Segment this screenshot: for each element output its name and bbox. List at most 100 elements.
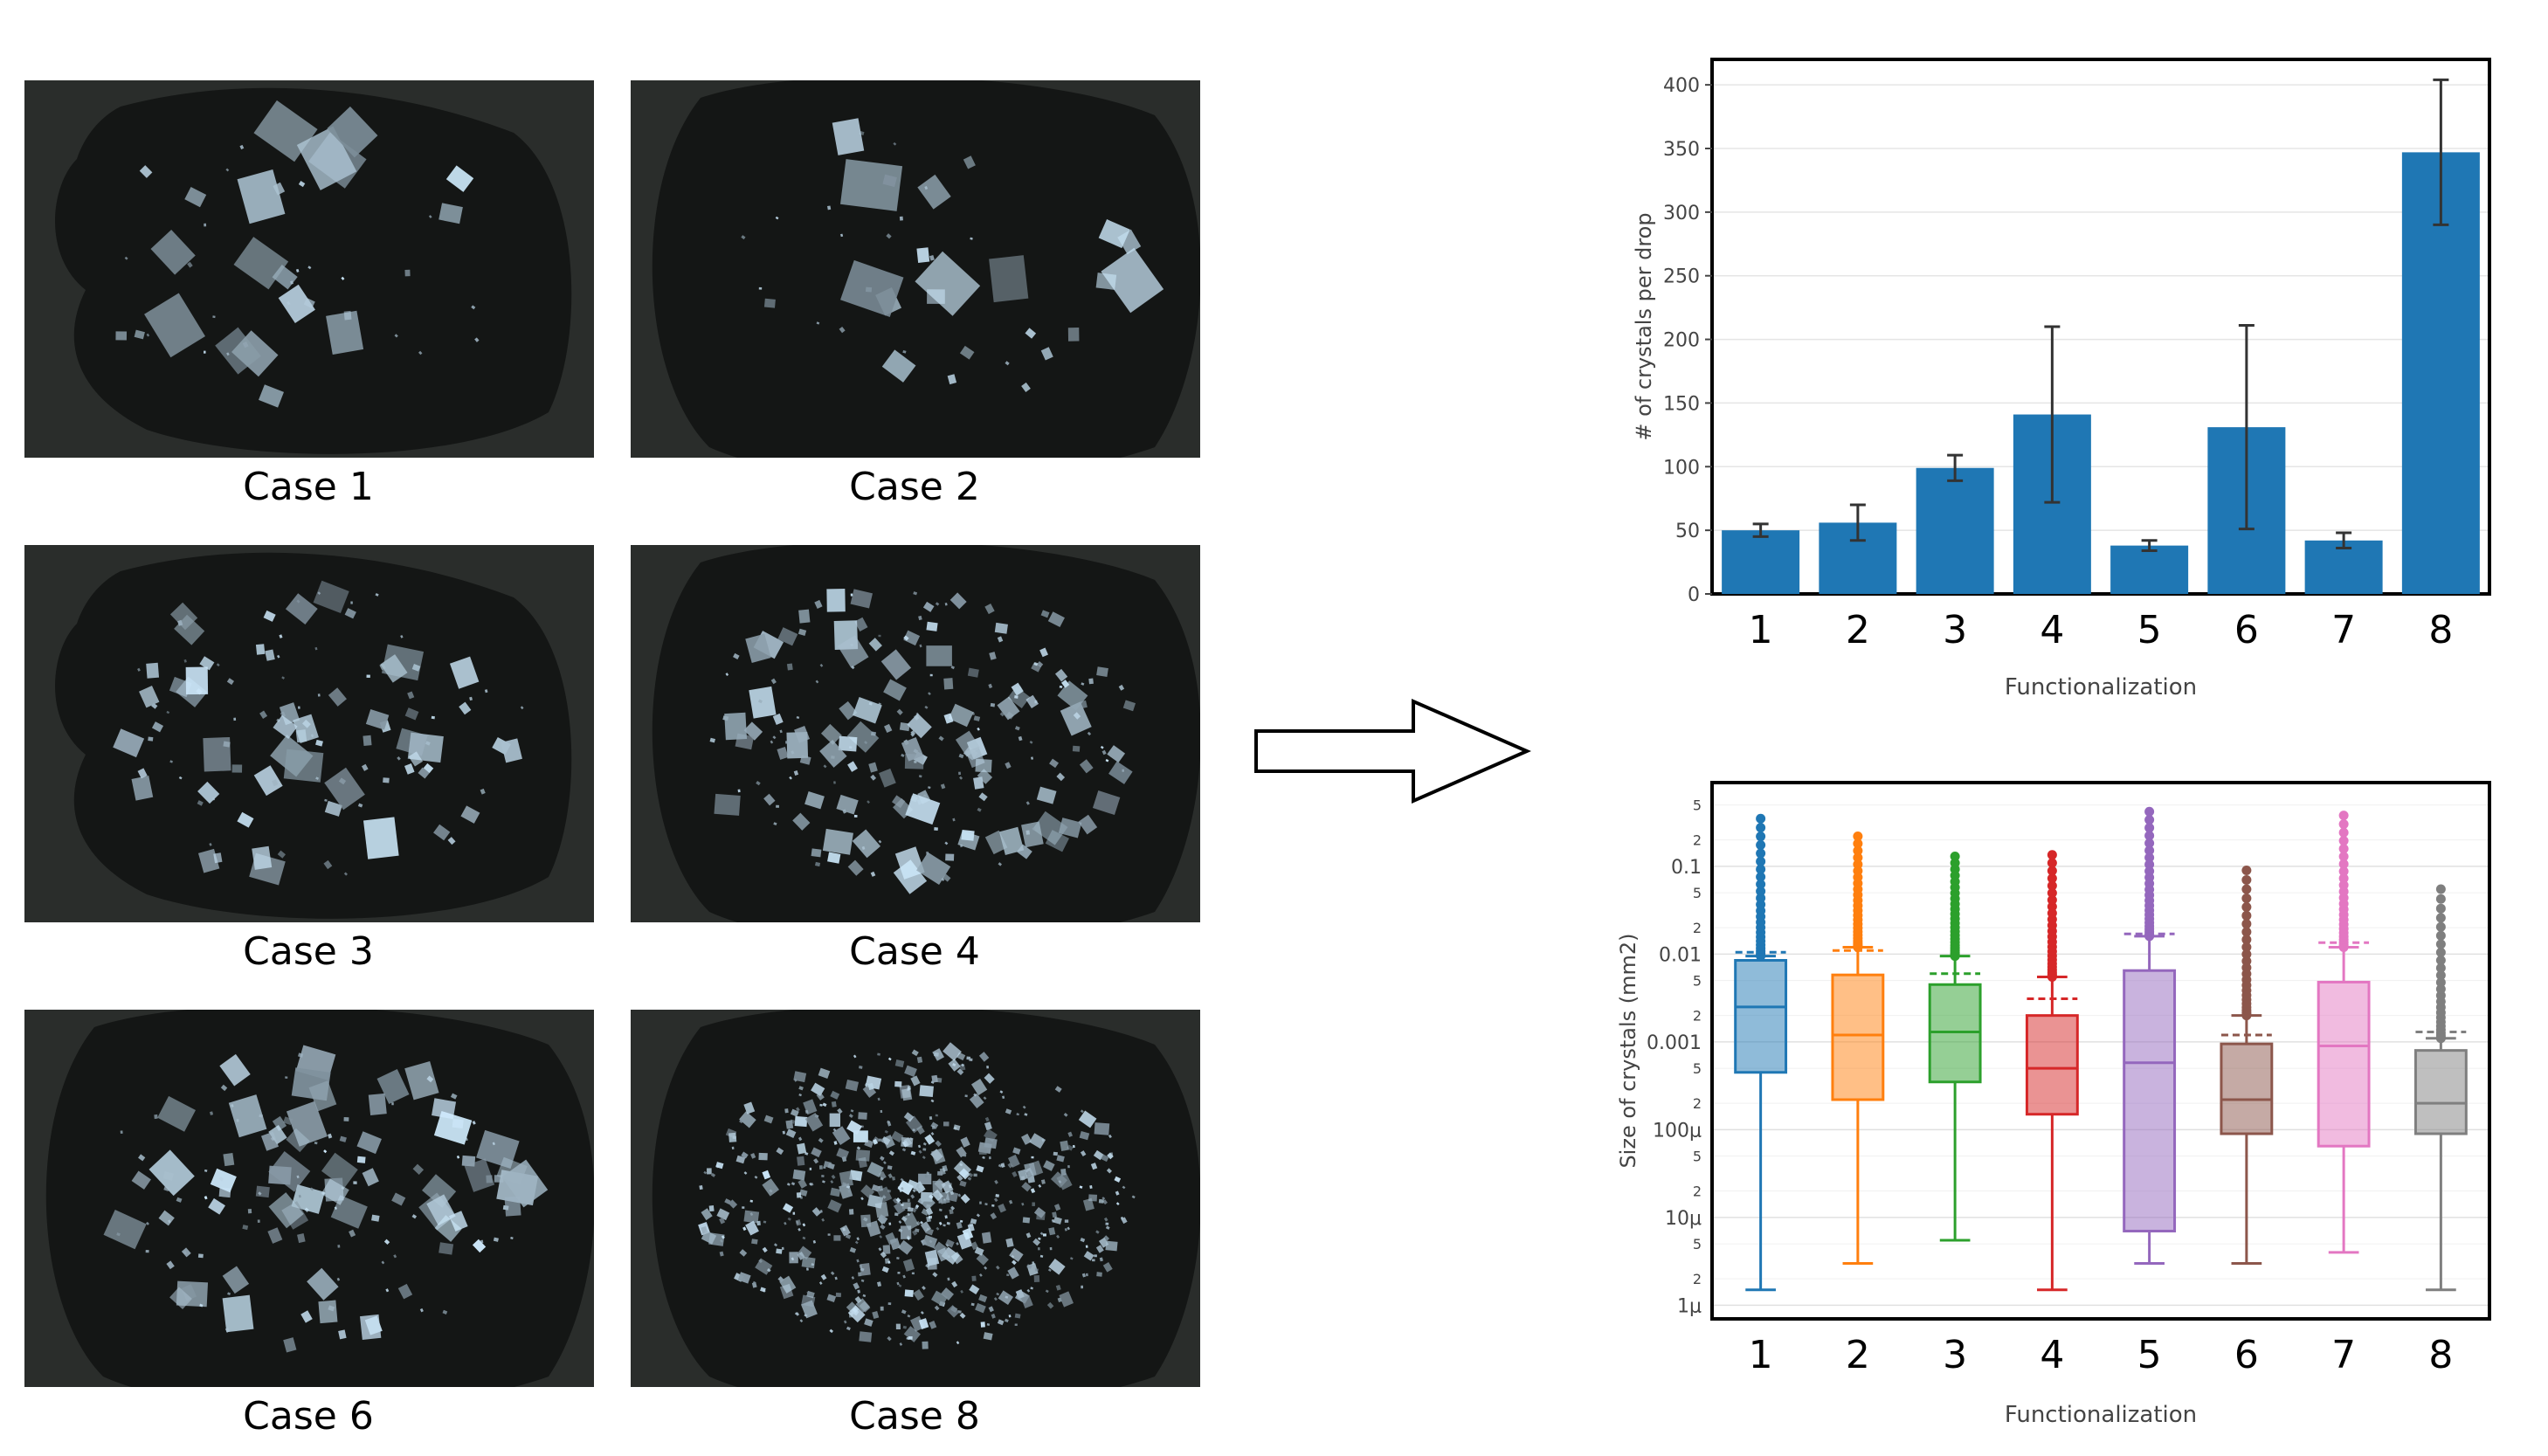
crystal <box>860 1263 871 1276</box>
crystal <box>879 768 896 788</box>
crystal <box>199 1303 204 1308</box>
crystal <box>728 1199 738 1209</box>
crystal <box>363 817 399 859</box>
outlier-point <box>2338 827 2349 838</box>
crystal <box>989 652 997 660</box>
crystal <box>872 1139 878 1145</box>
crystal <box>184 187 207 208</box>
crystal <box>758 286 763 290</box>
crystal <box>932 1272 938 1278</box>
crystal <box>1092 790 1121 816</box>
crystal <box>1089 1185 1093 1190</box>
crystal <box>993 1297 998 1301</box>
crystal <box>1032 1238 1041 1246</box>
crystal <box>999 712 1005 717</box>
box <box>1734 959 1788 1074</box>
crystal <box>1105 1240 1118 1252</box>
crystal <box>938 1208 943 1212</box>
crystal <box>1029 1133 1046 1149</box>
outlier-point <box>2435 930 2446 941</box>
crystal <box>714 793 741 816</box>
crystal <box>144 293 205 358</box>
crystal <box>821 1218 825 1222</box>
crystal <box>964 1094 968 1098</box>
crystal <box>449 656 480 689</box>
crystal <box>1039 647 1049 658</box>
crystal <box>361 763 369 771</box>
crystal <box>901 1309 907 1315</box>
crystal <box>997 1319 1005 1326</box>
crystal <box>963 1154 967 1157</box>
crystal <box>973 1173 977 1177</box>
outlier-point <box>2435 963 2446 973</box>
crystal <box>982 1156 985 1159</box>
crystal <box>724 712 748 741</box>
crystal <box>298 1052 304 1058</box>
crystal <box>1056 1234 1060 1239</box>
y-minor-tick-label: 2 <box>1693 1095 1702 1112</box>
crystal <box>1101 1154 1109 1163</box>
crystal <box>233 237 289 290</box>
crystal <box>854 1295 862 1304</box>
crystal <box>991 1313 996 1319</box>
crystal <box>710 1172 716 1177</box>
crystal <box>931 1189 943 1201</box>
crystal <box>798 628 807 636</box>
outlier-point <box>2241 866 2252 876</box>
crystal <box>1038 1237 1041 1240</box>
crystal <box>1039 1232 1044 1236</box>
crystal <box>915 1204 920 1209</box>
crystal <box>813 1158 819 1164</box>
crystal <box>823 764 827 769</box>
crystal <box>786 1183 791 1186</box>
crystal <box>1056 1155 1065 1163</box>
crystal <box>290 280 293 285</box>
outlier-point <box>2241 935 2252 945</box>
crystal <box>902 349 907 354</box>
outlier-point <box>2435 947 2446 957</box>
crystal <box>1047 1268 1052 1273</box>
crystal <box>899 216 903 221</box>
crystal <box>798 1178 808 1189</box>
crystal <box>1090 1163 1098 1170</box>
crystal <box>894 1212 899 1217</box>
crystal <box>859 1264 863 1268</box>
crystal <box>976 1165 984 1173</box>
crystal <box>1072 1144 1075 1149</box>
crystal <box>959 1312 966 1319</box>
crystal <box>853 1054 857 1059</box>
crystal <box>1108 1134 1112 1139</box>
crystal <box>356 1156 366 1163</box>
crystal <box>1032 1261 1035 1265</box>
photo-case3 <box>24 545 594 922</box>
y-minor-tick-label: 5 <box>1693 797 1702 814</box>
outlier-point <box>2047 901 2057 912</box>
crystal <box>782 1203 794 1213</box>
crystal <box>267 1227 283 1244</box>
crystal <box>1005 1108 1012 1114</box>
crystal <box>259 710 268 719</box>
crystal <box>1031 756 1033 760</box>
outlier-point <box>2241 910 2252 921</box>
y-tick-label: 0.001 <box>1647 1032 1702 1054</box>
crystal <box>840 259 904 317</box>
crystal <box>862 1294 867 1298</box>
y-minor-tick-label: 2 <box>1693 1183 1702 1200</box>
crystal <box>706 1168 712 1175</box>
crystal <box>948 1182 952 1186</box>
crystal <box>1108 761 1133 784</box>
plot-frame <box>1710 781 2491 1321</box>
outlier-point <box>1756 864 1766 874</box>
crystal <box>967 1223 975 1232</box>
crystal <box>850 1109 854 1113</box>
crystal <box>1103 1217 1108 1222</box>
crystal <box>983 1332 993 1341</box>
crystal <box>928 1215 933 1219</box>
crystal <box>1012 1259 1017 1266</box>
crystal <box>846 721 880 753</box>
crystal <box>787 1217 791 1221</box>
crystal <box>1031 1156 1034 1159</box>
crystal <box>838 735 858 752</box>
crystal <box>928 692 931 696</box>
crystal <box>888 1222 892 1225</box>
